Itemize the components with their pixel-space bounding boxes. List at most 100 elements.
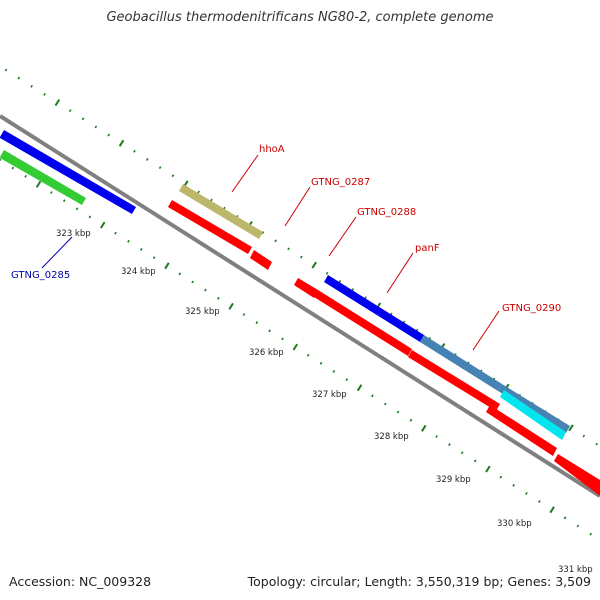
minor-tick xyxy=(158,166,162,170)
minor-tick xyxy=(512,483,515,487)
gene-cyan-right[interactable] xyxy=(500,390,566,440)
label-GTNG-0287[interactable]: GTNG_0287 xyxy=(311,177,370,188)
minor-tick xyxy=(345,378,349,382)
minor-tick xyxy=(371,394,374,398)
gene-GTNG-0287-cds[interactable] xyxy=(250,250,272,270)
minor-tick xyxy=(0,158,2,162)
minor-tick xyxy=(114,231,117,235)
label-GTNG-0288[interactable]: GTNG_0288 xyxy=(357,207,416,218)
tick-label: 331 kbp xyxy=(558,565,593,575)
minor-tick xyxy=(178,272,182,276)
gene-steelblue-right-2[interactable] xyxy=(498,384,570,433)
minor-tick xyxy=(217,296,220,300)
label-GTNG-0290[interactable]: GTNG_0290 xyxy=(502,303,561,314)
minor-tick xyxy=(30,84,33,88)
minor-tick xyxy=(409,418,413,422)
minor-tick xyxy=(191,280,194,284)
minor-tick xyxy=(171,174,175,178)
accession-text: Accession: NC_009328 xyxy=(9,574,152,589)
major-tick xyxy=(568,424,574,432)
minor-tick xyxy=(306,353,310,357)
tick-label: 327 kbp xyxy=(312,390,347,400)
minor-tick xyxy=(383,402,387,406)
minor-tick xyxy=(17,76,21,80)
map-title: Geobacillus thermodenitrificans NG80-2, … xyxy=(106,10,494,25)
minor-tick xyxy=(300,255,303,259)
minor-tick xyxy=(435,435,438,438)
major-tick xyxy=(35,180,42,188)
gene-labels: GTNG_0285 hhoA GTNG_0287 GTNG_0288 panF … xyxy=(11,144,561,351)
minor-tick xyxy=(145,157,149,161)
minor-tick xyxy=(460,451,464,455)
minor-tick xyxy=(127,239,130,243)
gene-green-left[interactable] xyxy=(0,150,86,205)
tick-label: 324 kbp xyxy=(121,267,156,277)
minor-tick xyxy=(525,491,528,495)
gene-blue-left[interactable] xyxy=(0,130,136,214)
minor-tick xyxy=(582,434,586,438)
minor-tick xyxy=(204,288,207,292)
major-tick xyxy=(292,343,299,351)
gene-hhoA-cds[interactable] xyxy=(168,200,252,254)
minor-tick xyxy=(274,239,277,243)
minor-tick xyxy=(242,313,246,316)
minor-tick xyxy=(287,247,290,251)
gene-blue-right[interactable] xyxy=(324,275,424,342)
minor-tick xyxy=(24,174,27,178)
minor-tick xyxy=(396,410,400,414)
gene-red-right-1[interactable] xyxy=(486,405,557,456)
major-tick xyxy=(100,221,106,229)
minor-tick xyxy=(325,271,329,275)
minor-tick xyxy=(255,321,259,325)
major-tick xyxy=(311,261,317,269)
minor-tick xyxy=(319,361,323,365)
major-tick xyxy=(549,506,555,514)
inner-tick-ring: 323 kbp 324 kbp 325 kbp 326 kbp 327 kbp 328 k… xyxy=(0,158,593,575)
tick-label: 329 kbp xyxy=(436,475,471,485)
reverse-strand-features xyxy=(168,200,600,496)
minor-tick xyxy=(11,166,15,170)
minor-tick xyxy=(332,369,336,373)
minor-tick xyxy=(576,524,580,528)
minor-tick xyxy=(133,149,136,153)
minor-tick xyxy=(197,190,200,194)
major-tick xyxy=(356,384,363,392)
major-tick xyxy=(228,302,234,310)
genome-backbone xyxy=(0,114,600,498)
major-tick xyxy=(118,139,125,147)
minor-tick xyxy=(473,459,477,463)
gene-red-right-2[interactable] xyxy=(554,454,600,496)
gene-panF-cds[interactable] xyxy=(314,290,412,356)
label-GTNG-0285[interactable]: GTNG_0285 xyxy=(11,270,70,281)
major-tick xyxy=(54,99,61,107)
gene-GTNG-0288-cds[interactable] xyxy=(294,278,318,298)
gene-GTNG-0290-cds[interactable] xyxy=(408,350,500,411)
gene-steelblue-right[interactable] xyxy=(420,335,502,391)
minor-tick xyxy=(589,532,592,536)
minor-tick xyxy=(43,92,46,96)
minor-tick xyxy=(268,329,271,333)
minor-tick xyxy=(261,231,265,235)
minor-tick xyxy=(50,191,53,194)
minor-tick xyxy=(152,256,156,260)
minor-tick xyxy=(107,133,111,137)
minor-tick xyxy=(499,475,503,479)
minor-tick xyxy=(88,215,92,219)
minor-tick xyxy=(81,117,85,121)
label-hhoA[interactable]: hhoA xyxy=(259,144,285,155)
minor-tick xyxy=(94,125,98,129)
major-tick xyxy=(164,262,170,270)
minor-tick xyxy=(563,516,567,520)
tick-label: 330 kbp xyxy=(497,519,532,529)
minor-tick xyxy=(139,247,143,251)
gene-hhoA-feature[interactable] xyxy=(179,184,263,239)
minor-tick xyxy=(281,337,284,341)
minor-tick xyxy=(595,442,598,446)
minor-tick xyxy=(75,207,79,211)
tick-label: 325 kbp xyxy=(185,307,220,317)
label-panF[interactable]: panF xyxy=(415,243,440,254)
tick-label: 326 kbp xyxy=(249,348,284,358)
minor-tick xyxy=(4,68,8,72)
tick-label: 328 kbp xyxy=(374,432,409,442)
genome-info-text: Topology: circular; Length: 3,550,319 bp… xyxy=(247,574,591,589)
